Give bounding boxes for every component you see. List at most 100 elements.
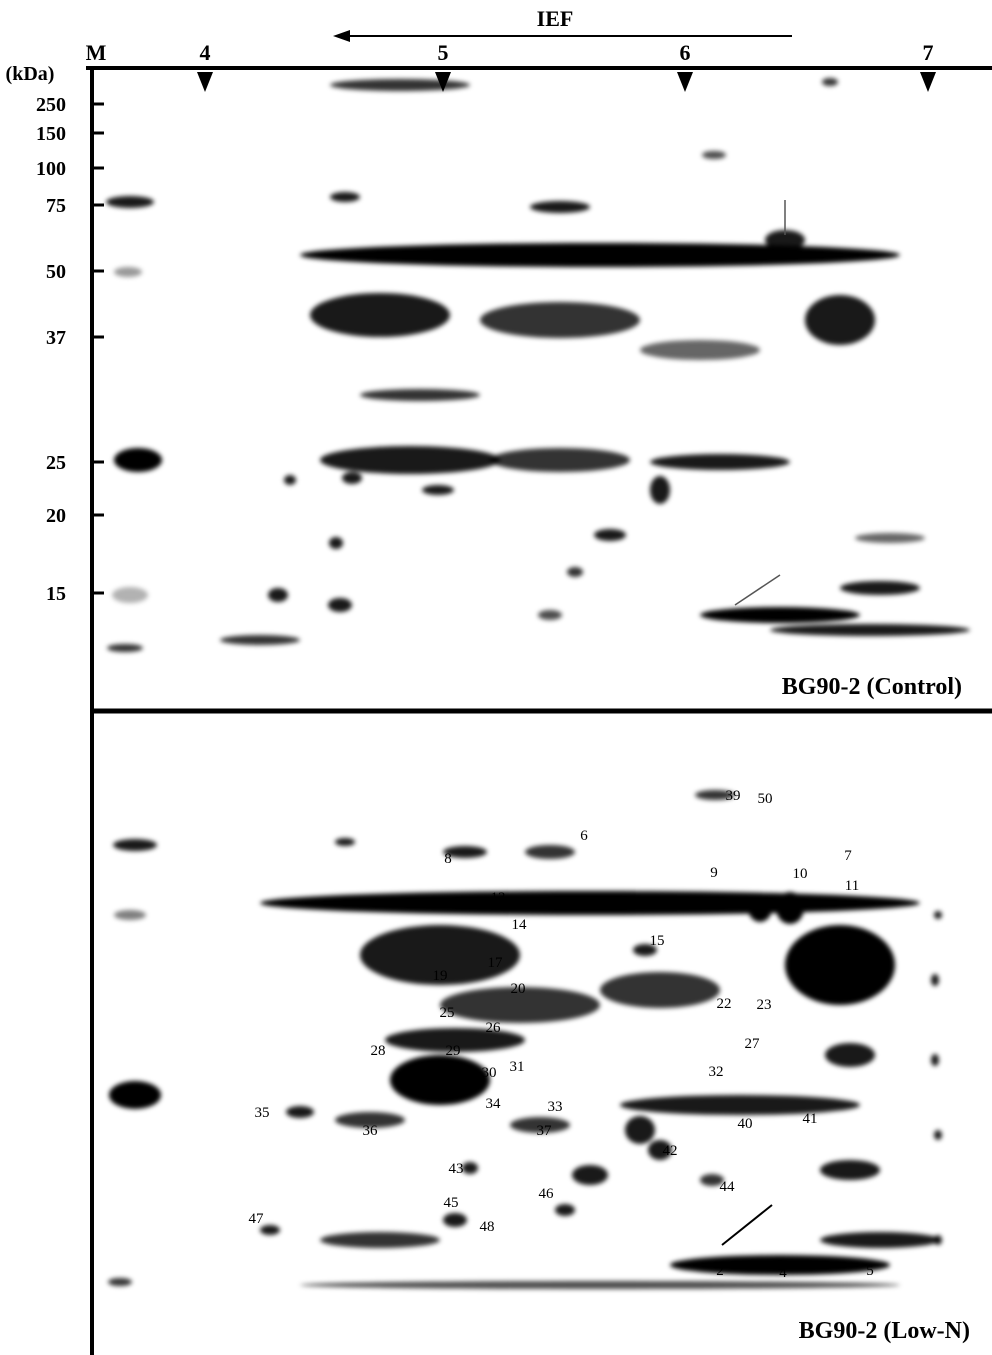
spot xyxy=(320,1232,440,1248)
panel-label: BG90-2 (Low-N) xyxy=(799,1318,970,1344)
spot xyxy=(934,1235,942,1245)
spot xyxy=(284,475,296,485)
spot xyxy=(700,1174,724,1186)
spot-label: 29 xyxy=(446,1043,461,1059)
spot xyxy=(480,302,640,338)
spot xyxy=(440,987,600,1023)
mw-label: 100 xyxy=(36,158,66,180)
panel-label: BG90-2 (Control) xyxy=(782,674,962,700)
spot-label: 41 xyxy=(803,1111,818,1127)
ph-marker xyxy=(197,72,213,92)
ph-marker xyxy=(677,72,693,92)
spot-label: 4 xyxy=(779,1265,787,1281)
spot xyxy=(112,587,148,603)
spot xyxy=(648,1140,672,1160)
spot xyxy=(748,894,772,922)
spot-label: 36 xyxy=(363,1123,379,1139)
spot xyxy=(805,295,875,345)
spot-label: 26 xyxy=(486,1020,502,1036)
spot xyxy=(260,891,920,915)
ief-label: IEF xyxy=(537,6,574,31)
mw-label: 75 xyxy=(46,195,66,217)
spot-label: 50 xyxy=(758,791,773,807)
spot xyxy=(625,1116,655,1144)
mw-label: 250 xyxy=(36,94,66,116)
spot xyxy=(114,910,146,920)
spot xyxy=(820,1232,940,1248)
spot xyxy=(650,476,670,504)
spot-label: 48 xyxy=(480,1219,495,1235)
spot-label: 42 xyxy=(663,1143,678,1159)
spot xyxy=(220,635,300,645)
spot xyxy=(600,972,720,1008)
spot xyxy=(106,196,154,208)
spot xyxy=(422,485,454,495)
spot-label: 6 xyxy=(580,828,588,844)
spot xyxy=(300,243,900,267)
mw-label: 150 xyxy=(36,123,66,145)
arrow xyxy=(734,574,781,606)
spot-label: 39 xyxy=(726,788,741,804)
spot xyxy=(633,944,657,956)
mw-label: 15 xyxy=(46,583,66,605)
spot xyxy=(640,340,760,360)
spot xyxy=(572,1165,608,1185)
spot xyxy=(328,598,352,612)
spot xyxy=(335,838,355,846)
spot xyxy=(820,1160,880,1180)
spot-label: 13 xyxy=(491,890,506,906)
protein-spots xyxy=(106,78,970,1289)
spot xyxy=(360,389,480,401)
ph-marker xyxy=(435,72,451,92)
spot xyxy=(670,1255,890,1275)
spot-label: 20 xyxy=(511,981,526,997)
ph-label: 7 xyxy=(923,40,934,65)
ph-label: 6 xyxy=(680,40,691,65)
spot-label: 11 xyxy=(845,878,859,894)
marker-lane-label: M xyxy=(86,40,107,65)
spot xyxy=(695,790,735,800)
spot-label: 17 xyxy=(488,955,504,971)
mw-label: 20 xyxy=(46,505,66,527)
spot xyxy=(567,567,583,577)
spot-label: 16 xyxy=(821,938,837,954)
spot-label: 23 xyxy=(757,997,772,1013)
spot xyxy=(825,1043,875,1067)
spot xyxy=(109,1081,161,1109)
spot-label: 40 xyxy=(738,1116,753,1132)
spot-label: 5 xyxy=(866,1263,874,1279)
ief-arrowhead xyxy=(333,30,350,42)
spot xyxy=(934,1130,942,1140)
spot-label: 34 xyxy=(486,1096,502,1112)
spot xyxy=(840,581,920,595)
spot xyxy=(114,448,162,472)
ph-label: 4 xyxy=(200,40,211,65)
mw-label: 37 xyxy=(46,327,66,349)
mw-label: 50 xyxy=(46,261,66,283)
spot-label: 25 xyxy=(440,1005,455,1021)
spot xyxy=(310,293,450,337)
spot-label: 14 xyxy=(512,917,528,933)
spot xyxy=(822,78,838,86)
spot xyxy=(329,537,343,549)
spot-label: 15 xyxy=(650,933,665,949)
spot xyxy=(525,845,575,859)
spot xyxy=(785,925,895,1005)
mw-label: 25 xyxy=(46,452,66,474)
spot xyxy=(320,446,500,474)
spot xyxy=(931,974,939,986)
spot xyxy=(286,1106,314,1118)
unit-label: (kDa) xyxy=(6,63,55,85)
ph-label: 5 xyxy=(438,40,449,65)
spot-label: 27 xyxy=(745,1036,761,1052)
spot xyxy=(443,1213,467,1227)
spot-label: 9 xyxy=(710,865,718,881)
spot xyxy=(390,1055,490,1105)
spot-label: 37 xyxy=(537,1123,553,1139)
spot xyxy=(510,1117,570,1133)
spot xyxy=(300,1281,900,1289)
spot xyxy=(443,846,487,858)
spot xyxy=(108,1278,132,1286)
spot xyxy=(765,230,805,250)
spot-label: 47 xyxy=(249,1211,265,1227)
